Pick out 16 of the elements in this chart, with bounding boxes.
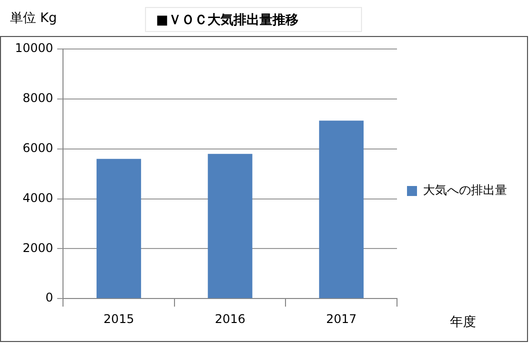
- bar: [319, 120, 364, 298]
- y-tick-label: 2000: [22, 240, 54, 255]
- x-axis-title: 年度: [450, 314, 476, 331]
- x-tick-label: 2017: [326, 312, 357, 326]
- y-tick-label: 8000: [22, 91, 54, 106]
- x-tick-label: 2016: [214, 312, 246, 326]
- y-tick-label: 6000: [22, 140, 54, 155]
- y-tick-label: 10000: [14, 41, 54, 56]
- y-axis-title: 単位 Kg: [10, 10, 57, 27]
- x-tick-label: 2015: [104, 312, 134, 326]
- chart-title: ■ＶＯＣ大気排出量推移: [145, 7, 362, 32]
- bar: [96, 158, 142, 298]
- bar: [208, 154, 252, 298]
- legend-label: 大気への排出量: [423, 183, 507, 198]
- y-tick-label: 0: [46, 290, 54, 305]
- y-tick-label: 4000: [22, 190, 54, 205]
